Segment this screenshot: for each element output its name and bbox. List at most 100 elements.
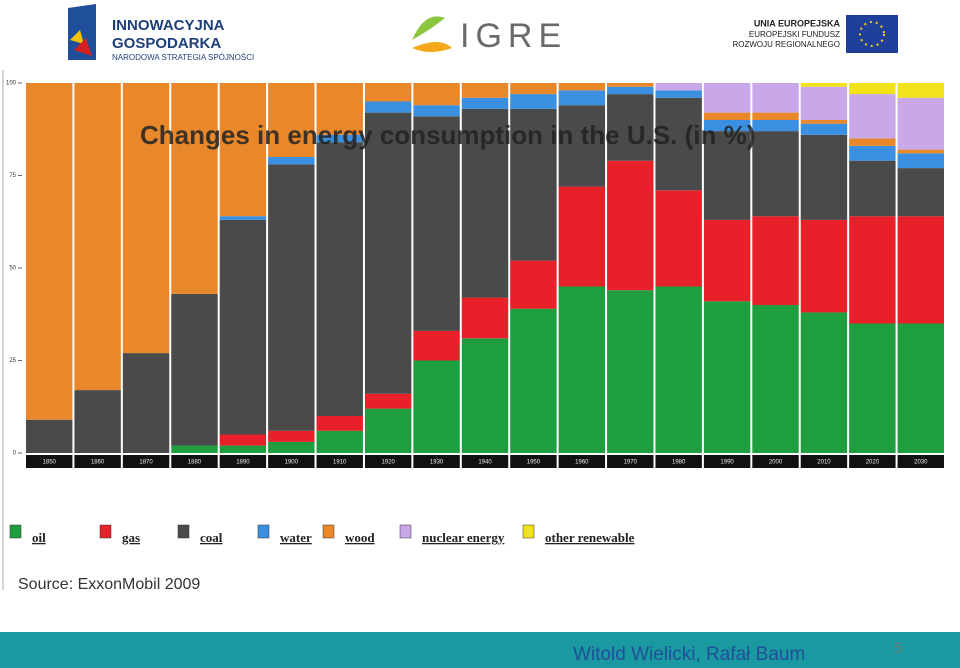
center-logo: IGRE xyxy=(412,16,561,55)
bar-segment xyxy=(364,112,412,394)
bar-segment xyxy=(316,416,363,431)
bar-segment xyxy=(413,83,460,106)
bar-segment xyxy=(268,164,315,431)
x-tick-label: 1900 xyxy=(285,460,299,466)
logo-text: INNOWACYJNA xyxy=(112,17,225,34)
x-tick-label: 2030 xyxy=(914,460,928,466)
x-tick-label: 1910 xyxy=(333,460,347,466)
legend-label: gas xyxy=(122,530,140,545)
bar-segment xyxy=(849,160,896,217)
year-strip xyxy=(510,455,557,468)
bar-segment xyxy=(607,160,654,291)
y-tick-label: 25 xyxy=(9,358,16,364)
bar-segment xyxy=(122,83,170,354)
legend-swatch xyxy=(177,524,190,539)
bar-segment xyxy=(752,120,799,132)
footer-authors: Witold Wielicki, Rafał Baum xyxy=(573,644,805,665)
bar-segment xyxy=(461,97,509,109)
bar-segment xyxy=(316,142,363,416)
bar-segment xyxy=(510,94,557,109)
logo-text: ROZWOJU REGIONALNEGO xyxy=(732,40,840,49)
legend-swatch xyxy=(99,524,112,539)
year-strip xyxy=(316,455,363,468)
year-strip xyxy=(607,455,654,468)
x-tick-label: 1890 xyxy=(236,460,250,466)
year-strip xyxy=(171,455,218,468)
x-tick-label: 1850 xyxy=(43,460,57,466)
bar-segment xyxy=(364,101,412,113)
year-strip xyxy=(268,455,315,468)
bar-segment xyxy=(461,297,509,339)
bar-segment xyxy=(558,83,606,91)
legend-swatch xyxy=(9,524,22,539)
legend: oil gas coal water wood nuclear energy other r… xyxy=(9,524,635,545)
legend-label: oil xyxy=(32,530,46,545)
bar-segment xyxy=(800,219,848,313)
bar-segment xyxy=(849,323,896,453)
year-strip xyxy=(655,455,702,468)
x-tick-label: 1970 xyxy=(624,460,638,466)
bar-segment xyxy=(219,216,267,220)
x-tick-label: 1950 xyxy=(527,460,541,466)
x-tick-label: 2010 xyxy=(817,460,831,466)
bar-segment xyxy=(849,145,896,161)
bar-segment xyxy=(800,120,848,124)
legend-swatch xyxy=(399,524,412,539)
bar-segment xyxy=(800,134,848,220)
year-strip xyxy=(461,455,509,468)
x-tick-label: 1940 xyxy=(478,460,492,466)
bar-segment xyxy=(413,360,460,453)
bar-segment xyxy=(897,323,944,453)
year-strip xyxy=(703,455,751,468)
x-tick-label: 1880 xyxy=(188,460,202,466)
bar-segment xyxy=(364,408,412,453)
bar-segment xyxy=(510,108,557,261)
bar-segment xyxy=(26,83,73,420)
logo-text: NARODOWA STRATEGIA SPÓJNOŚCI xyxy=(112,53,254,62)
bar-segment xyxy=(26,419,73,453)
legend-label: coal xyxy=(200,530,223,545)
x-tick-label: 1860 xyxy=(91,460,105,466)
bar-segment xyxy=(703,219,751,302)
legend-label: nuclear energy xyxy=(422,530,505,545)
bar-segment xyxy=(703,83,751,113)
bar-segment xyxy=(849,138,896,146)
legend-label: water xyxy=(280,530,312,545)
bar-segment xyxy=(897,149,944,154)
bar-segment xyxy=(219,445,267,453)
bar-segment xyxy=(752,83,799,113)
bar-segment xyxy=(752,216,799,305)
page-number: 5 xyxy=(894,640,902,656)
bar-segment xyxy=(413,116,460,331)
source: Source: ExxonMobil 2009 xyxy=(18,576,200,593)
bar-segment xyxy=(461,83,509,98)
bar-segment xyxy=(655,83,702,91)
year-strip xyxy=(364,455,412,468)
year-strip xyxy=(74,455,121,468)
bar-segment xyxy=(74,83,121,391)
bar-segment xyxy=(703,131,751,220)
bar-segment xyxy=(703,120,751,132)
bar-segment xyxy=(607,94,654,161)
bar-segment xyxy=(461,108,509,298)
x-tick-label: 1980 xyxy=(672,460,686,466)
x-tick-label: 1930 xyxy=(430,460,444,466)
y-tick-label: 50 xyxy=(9,266,16,272)
left-logo: INNOWACYJNA GOSPODARKA NARODOWA STRATEGI… xyxy=(68,4,254,62)
y-tick-label: 75 xyxy=(9,173,16,179)
right-logo: UNIA EUROPEJSKA EUROPEJSKI FUNDUSZ ROZWO… xyxy=(732,15,898,53)
bar-segment xyxy=(413,330,460,361)
bar-segment xyxy=(752,112,799,120)
year-strip xyxy=(897,455,944,468)
year-strip xyxy=(122,455,170,468)
bar-segment xyxy=(849,216,896,324)
x-tick-label: 1960 xyxy=(575,460,589,466)
bar-segment xyxy=(703,112,751,120)
bar-segment xyxy=(364,393,412,409)
bar-segment xyxy=(413,105,460,117)
bar-segment xyxy=(171,445,218,453)
bar-segment xyxy=(510,308,557,453)
bar-segment xyxy=(655,190,702,287)
bar-segment xyxy=(703,301,751,453)
